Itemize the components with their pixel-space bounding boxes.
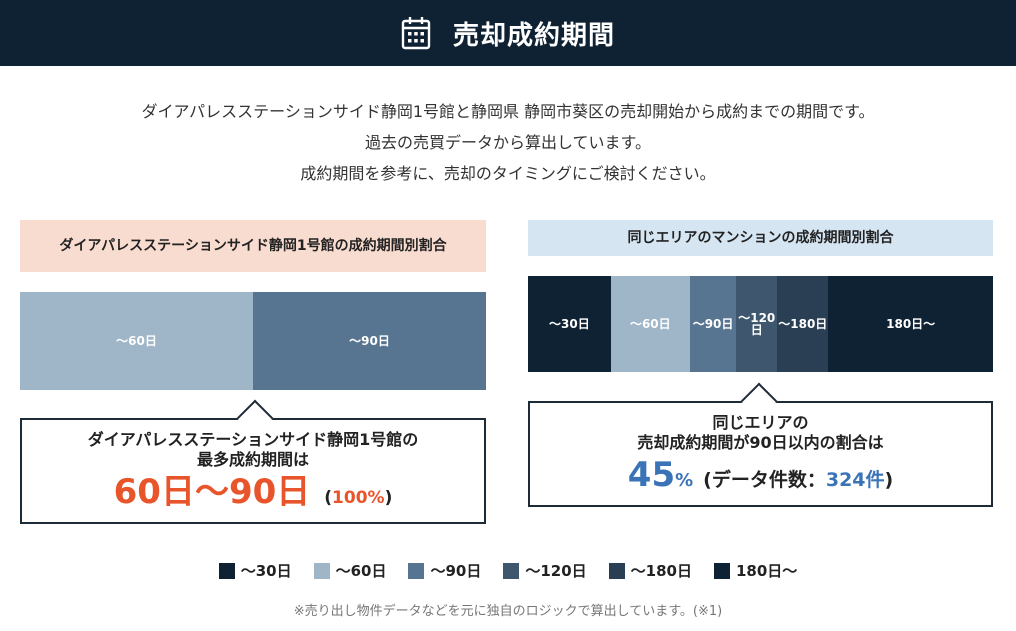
intro-line-3: 成約期間を参考に、売却のタイミングにご検討ください。: [300, 164, 716, 183]
legend-swatch: [713, 562, 730, 579]
legend-item: 〜120日: [503, 560, 587, 581]
legend-label: 180日〜: [735, 562, 798, 580]
paren-close: ): [384, 488, 393, 508]
legend-swatch: [608, 562, 625, 579]
callout-area-caption: 同じエリアの: [712, 413, 809, 432]
legend-swatch: [313, 562, 330, 579]
area-result-callout: 同じエリアの 売却成約期間が90日以内の割合は 45 % (データ件数： 324…: [528, 382, 993, 507]
legend-label: 〜180日: [630, 562, 692, 580]
callout-caption: 売却成約期間が90日以内の割合は: [637, 433, 884, 452]
legend-label: 〜90日: [430, 562, 482, 580]
area-period-segment: 180日〜: [828, 276, 993, 372]
legend-item: 〜180日: [608, 560, 692, 581]
building-period-segment: 〜90日: [253, 292, 486, 390]
intro-line-1: ダイアパレスステーションサイド静岡1号館と静岡県 静岡市葵区の売却開始から成約ま…: [141, 102, 875, 121]
area-period-segment: 〜60日: [610, 276, 690, 372]
paren-close: ): [884, 469, 894, 491]
data-count: 324件: [825, 469, 885, 491]
legend-item: 180日〜: [713, 560, 798, 581]
footnote: ※売り出し物件データなどを元に独自のロジックで算出しています。(※1): [293, 604, 723, 619]
right-panel-title: 同じエリアのマンションの成約期間別割合: [528, 220, 993, 256]
within-90-days-share: 45: [627, 455, 676, 495]
intro-text: ダイアパレスステーションサイド静岡1号館と静岡県 静岡市葵区の売却開始から成約ま…: [0, 96, 1016, 189]
area-period-segment: 〜180日: [777, 276, 829, 372]
percent-unit: %: [675, 470, 694, 491]
area-period-segment: 〜120 日: [736, 276, 778, 372]
data-count-label: (データ件数：: [703, 469, 826, 491]
calendar-icon: [401, 17, 431, 50]
legend-swatch: [408, 562, 425, 579]
left-panel-title: ダイアパレスステーションサイド静岡1号館の成約期間別割合: [20, 220, 486, 272]
page-header: 売却成約期間: [0, 0, 1016, 66]
callout-result: 60日〜90日 ( 100% ): [22, 470, 484, 514]
legend-item: 〜60日: [313, 560, 387, 581]
period-legend: 〜30日 〜60日 〜90日 〜120日 〜180日 180日〜: [0, 560, 1016, 581]
legend-swatch: [503, 562, 520, 579]
area-period-segment: 〜30日: [528, 276, 611, 372]
callout-result: 45 % (データ件数： 324件 ): [530, 453, 991, 497]
legend-label: 〜120日: [525, 562, 587, 580]
callout-building-name: ダイアパレスステーションサイド静岡1号館の: [87, 430, 419, 449]
area-period-bar: 〜30日 〜60日 〜90日 〜120 日〜180日 180日〜: [528, 276, 993, 372]
page-title: 売却成約期間: [452, 20, 615, 51]
legend-item: 〜90日: [408, 560, 481, 581]
legend-swatch: [218, 562, 235, 579]
legend-label: 〜30日: [240, 562, 292, 580]
callout-caption: 最多成約期間は: [196, 450, 309, 469]
most-common-period: 60日〜90日: [113, 472, 311, 512]
period-share: 100%: [332, 488, 385, 508]
intro-line-2: 過去の売買データから算出しています。: [365, 133, 651, 152]
area-period-segment: 〜90日: [689, 276, 737, 372]
building-period-segment: 〜60日: [20, 292, 253, 390]
legend-item: 〜30日: [218, 560, 292, 581]
building-period-bar: 〜60日 〜90日: [20, 292, 486, 390]
paren-open: (: [324, 488, 333, 508]
legend-label: 〜60日: [335, 562, 387, 580]
building-result-callout: ダイアパレスステーションサイド静岡1号館の 最多成約期間は 60日〜90日 ( …: [20, 399, 486, 524]
